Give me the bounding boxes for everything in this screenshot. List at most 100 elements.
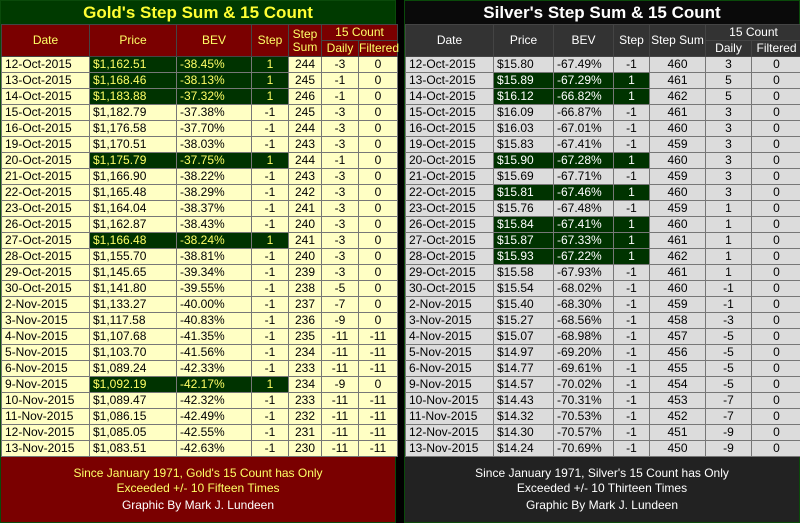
- cell: 19-Oct-2015: [405, 136, 494, 153]
- cell: 0: [357, 248, 399, 265]
- cell: 11-Nov-2015: [405, 408, 494, 425]
- cell: 233: [288, 392, 322, 409]
- cell: -67.49%: [553, 56, 614, 73]
- cell: $15.40: [493, 296, 554, 313]
- data-row: 15-Oct-2015 $1,182.79 -37.38% -1 245 -3 0: [1, 104, 399, 121]
- cell: 20-Oct-2015: [405, 152, 494, 169]
- cell: $15.80: [493, 56, 554, 73]
- data-row: 26-Oct-2015 $1,162.87 -38.43% -1 240 -3 0: [1, 216, 399, 233]
- cell: -1: [251, 216, 289, 233]
- cell: -1: [251, 168, 289, 185]
- cell: -1: [613, 280, 650, 297]
- cell: 0: [750, 88, 800, 105]
- cell: 452: [649, 408, 706, 425]
- column-header: Daily: [321, 40, 359, 57]
- cell: -1: [613, 360, 650, 377]
- cell: $15.69: [493, 168, 554, 185]
- cell: -5: [705, 360, 752, 377]
- cell: 12-Nov-2015: [405, 424, 494, 441]
- cell: -37.38%: [176, 104, 252, 121]
- cell: 0: [357, 312, 399, 329]
- data-table: Date Price BEV Step Step Sum 15 Count Daily Fil…: [405, 24, 800, 457]
- data-row: 21-Oct-2015 $1,166.90 -38.22% -1 243 -3 0: [1, 168, 399, 185]
- cell: 23-Oct-2015: [405, 200, 494, 217]
- cell: $15.84: [493, 216, 554, 233]
- cell: 15-Oct-2015: [405, 104, 494, 121]
- credit: Graphic By Mark J. Lundeen: [525, 498, 679, 512]
- footer-note: Exceeded +/- 10 Thirteen Times: [516, 481, 688, 495]
- data-row: 12-Nov-2015 $14.30 -70.57% -1 451 -9 0: [405, 424, 800, 441]
- cell: 451: [649, 424, 706, 441]
- cell: -69.20%: [553, 344, 614, 361]
- cell: 0: [750, 232, 800, 249]
- cell: 459: [649, 296, 706, 313]
- cell: 14-Oct-2015: [1, 88, 90, 105]
- cell: -1: [705, 296, 752, 313]
- cell: 1: [251, 56, 289, 73]
- cell: 27-Oct-2015: [1, 232, 90, 249]
- cell: 0: [357, 184, 399, 201]
- cell: 29-Oct-2015: [1, 264, 90, 281]
- panel-title: Gold's Step Sum & 15 Count: [1, 1, 395, 24]
- cell: 0: [357, 88, 399, 105]
- data-row: 11-Nov-2015 $1,086.15 -42.49% -1 232 -11 -11: [1, 408, 399, 425]
- cell: 460: [649, 56, 706, 73]
- data-row: 15-Oct-2015 $16.09 -66.87% -1 461 3 0: [405, 104, 800, 121]
- data-row: 12-Nov-2015 $1,085.05 -42.55% -1 231 -11 -11: [1, 424, 399, 441]
- cell: -11: [321, 328, 359, 345]
- cell: 1: [705, 264, 752, 281]
- cell: 246: [288, 88, 322, 105]
- cell: $16.12: [493, 88, 554, 105]
- cell: 16-Oct-2015: [405, 120, 494, 137]
- cell: 244: [288, 152, 322, 169]
- cell: 0: [750, 408, 800, 425]
- cell: $1,083.51: [89, 440, 177, 457]
- cell: 244: [288, 120, 322, 137]
- cell: 0: [750, 120, 800, 137]
- data-row: 13-Nov-2015 $1,083.51 -42.63% -1 230 -11 -11: [1, 440, 399, 457]
- cell: $1,085.05: [89, 424, 177, 441]
- data-row: 21-Oct-2015 $15.69 -67.71% -1 459 3 0: [405, 168, 800, 185]
- cell: -1: [613, 136, 650, 153]
- data-row: 12-Oct-2015 $15.80 -67.49% -1 460 3 0: [405, 56, 800, 73]
- cell: $1,089.24: [89, 360, 177, 377]
- cell: $1,092.19: [89, 376, 177, 393]
- cell: 20-Oct-2015: [1, 152, 90, 169]
- data-row: 3-Nov-2015 $1,117.58 -40.83% -1 236 -9 0: [1, 312, 399, 329]
- cell: 11-Nov-2015: [1, 408, 90, 425]
- cell: 1: [613, 216, 650, 233]
- cell: -67.93%: [553, 264, 614, 281]
- cell: -1: [613, 264, 650, 281]
- cell: $1,182.79: [89, 104, 177, 121]
- cell: -1: [613, 296, 650, 313]
- cell: $1,166.90: [89, 168, 177, 185]
- cell: -67.41%: [553, 136, 614, 153]
- cell: 3: [705, 152, 752, 169]
- cell: $1,107.68: [89, 328, 177, 345]
- cell: -38.03%: [176, 136, 252, 153]
- cell: $1,145.65: [89, 264, 177, 281]
- cell: -41.35%: [176, 328, 252, 345]
- cell: 0: [357, 120, 399, 137]
- cell: 230: [288, 440, 322, 457]
- cell: -67.22%: [553, 248, 614, 265]
- column-header: Step Sum: [649, 24, 706, 57]
- cell: $15.83: [493, 136, 554, 153]
- cell: $1,176.58: [89, 120, 177, 137]
- cell: -67.71%: [553, 168, 614, 185]
- cell: $1,103.70: [89, 344, 177, 361]
- cell: 239: [288, 264, 322, 281]
- cell: $1,175.79: [89, 152, 177, 169]
- cell: -40.83%: [176, 312, 252, 329]
- cell: -11: [357, 360, 399, 377]
- cell: 9-Nov-2015: [405, 376, 494, 393]
- cell: -42.33%: [176, 360, 252, 377]
- cell: 240: [288, 248, 322, 265]
- cell: -42.55%: [176, 424, 252, 441]
- cell: -68.02%: [553, 280, 614, 297]
- data-row: 9-Nov-2015 $1,092.19 -42.17% 1 234 -9 0: [1, 376, 399, 393]
- cell: -1: [613, 104, 650, 121]
- cell: -1: [321, 72, 359, 89]
- cell: -40.00%: [176, 296, 252, 313]
- data-row: 4-Nov-2015 $1,107.68 -41.35% -1 235 -11 -11: [1, 328, 399, 345]
